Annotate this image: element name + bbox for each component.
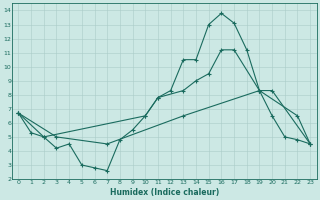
- X-axis label: Humidex (Indice chaleur): Humidex (Indice chaleur): [110, 188, 219, 197]
